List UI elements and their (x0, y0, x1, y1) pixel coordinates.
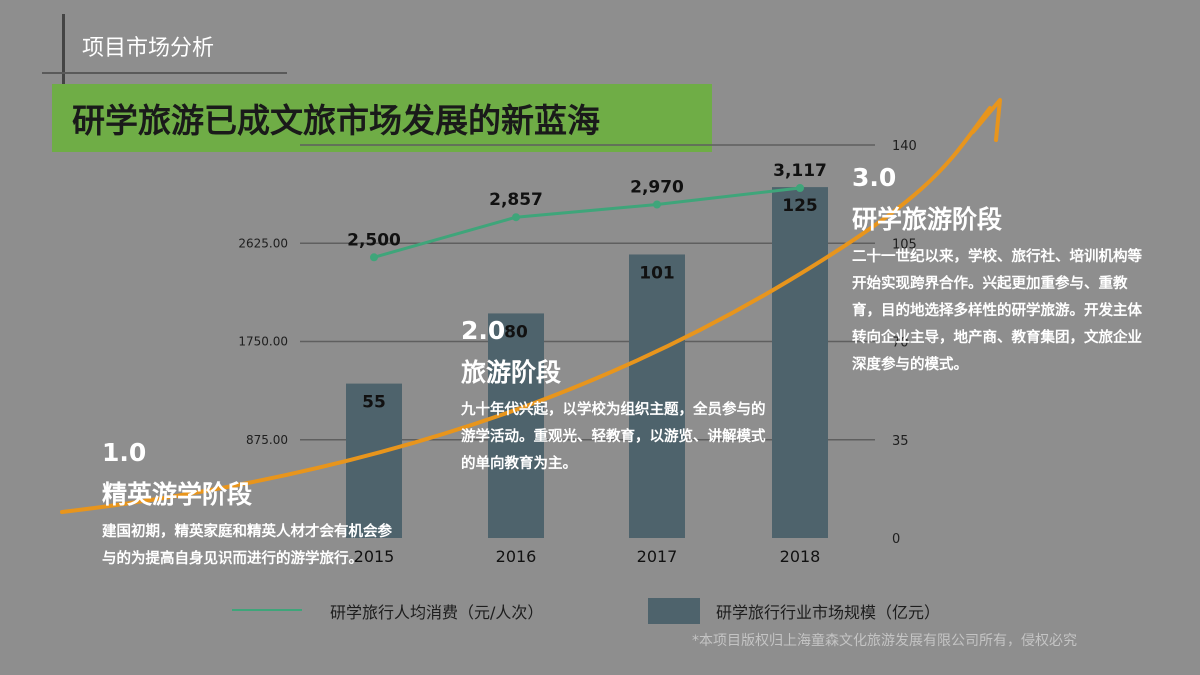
y-right-tick-label: 70 (892, 336, 909, 351)
line-point (653, 200, 661, 209)
stage-3: 3.0 研学旅游阶段 二十一世纪以来，学校、旅行社、培训机构等开始实现跨界合作。… (852, 163, 1152, 379)
stage-3-name: 研学旅游阶段 (852, 205, 1003, 234)
y-right-tick-label: 35 (892, 434, 909, 449)
stage-2: 2.0 旅游阶段 九十年代兴起，以学校为组织主题，全员参与的游学活动。重观光、轻… (461, 316, 766, 478)
stage-2-name: 旅游阶段 (461, 358, 562, 387)
section-title: 项目市场分析 (82, 36, 215, 61)
stage-1: 1.0 精英游学阶段 建国初期，精英家庭和精英人材才会有机会参与的为提高自身见识… (102, 438, 402, 573)
line-point (370, 253, 378, 262)
y-right-tick-label: 105 (892, 237, 917, 252)
trend-arrowhead-icon (971, 98, 1002, 142)
stage-2-number: 2.0 (461, 316, 506, 345)
line-point (512, 213, 520, 222)
y-left-tick-label: 2625.00 (238, 236, 288, 250)
stage-1-name: 精英游学阶段 (102, 480, 253, 509)
stage-3-desc: 二十一世纪以来，学校、旅行社、培训机构等开始实现跨界合作。兴起更加重参与、重教育… (852, 249, 1142, 373)
line-point (796, 184, 804, 193)
stage-1-desc: 建国初期，精英家庭和精英人材才会有机会参与的为提高自身见识而进行的游学旅行。 (102, 524, 392, 567)
bar (629, 254, 685, 538)
x-tick-label: 2017 (637, 547, 678, 566)
bar (772, 187, 828, 538)
y-right-tick-label: 0 (892, 532, 900, 547)
trend-arrow-line (60, 106, 992, 514)
line-value-label: 2,857 (489, 190, 543, 210)
copyright-footer: *本项目版权归上海童森文化旅游发展有限公司所有，侵权必究 (692, 633, 1077, 649)
legend-line-swatch (232, 609, 302, 611)
headline-text: 研学旅游已成文旅市场发展的新蓝海 (72, 101, 600, 140)
line-value-label: 2,970 (630, 178, 684, 198)
legend-bar-swatch (648, 598, 700, 624)
legend-bar-label: 研学旅行行业市场规模（亿元） (716, 603, 941, 622)
y-right-tick-label: 140 (892, 139, 917, 154)
stage-2-desc: 九十年代兴起，以学校为组织主题，全员参与的游学活动。重观光、轻教育，以游览、讲解… (461, 402, 766, 472)
x-tick-label: 2016 (496, 547, 537, 566)
x-tick-label: 2018 (780, 547, 821, 566)
x-tick-label: 2015 (354, 547, 395, 566)
legend-line-label: 研学旅行人均消费（元/人次） (330, 603, 544, 622)
frame-vertical-line (62, 14, 65, 84)
stage-3-number: 3.0 (852, 163, 897, 192)
frame-horizontal-line (42, 72, 287, 74)
bar-value-label: 101 (639, 263, 675, 283)
y-left-tick-label: 875.00 (246, 433, 288, 447)
line-series (373, 186, 801, 259)
y-left-tick-label: 1750.00 (238, 335, 288, 349)
bar (346, 383, 402, 538)
bar (488, 313, 544, 538)
headline-banner: 研学旅游已成文旅市场发展的新蓝海 (52, 84, 712, 152)
stage-1-number: 1.0 (102, 438, 147, 467)
bar-value-label: 80 (504, 322, 528, 342)
bar-value-label: 55 (362, 393, 386, 413)
line-value-label: 3,117 (773, 161, 827, 181)
bar-value-label: 125 (782, 196, 818, 216)
line-value-label: 2,500 (347, 230, 401, 250)
